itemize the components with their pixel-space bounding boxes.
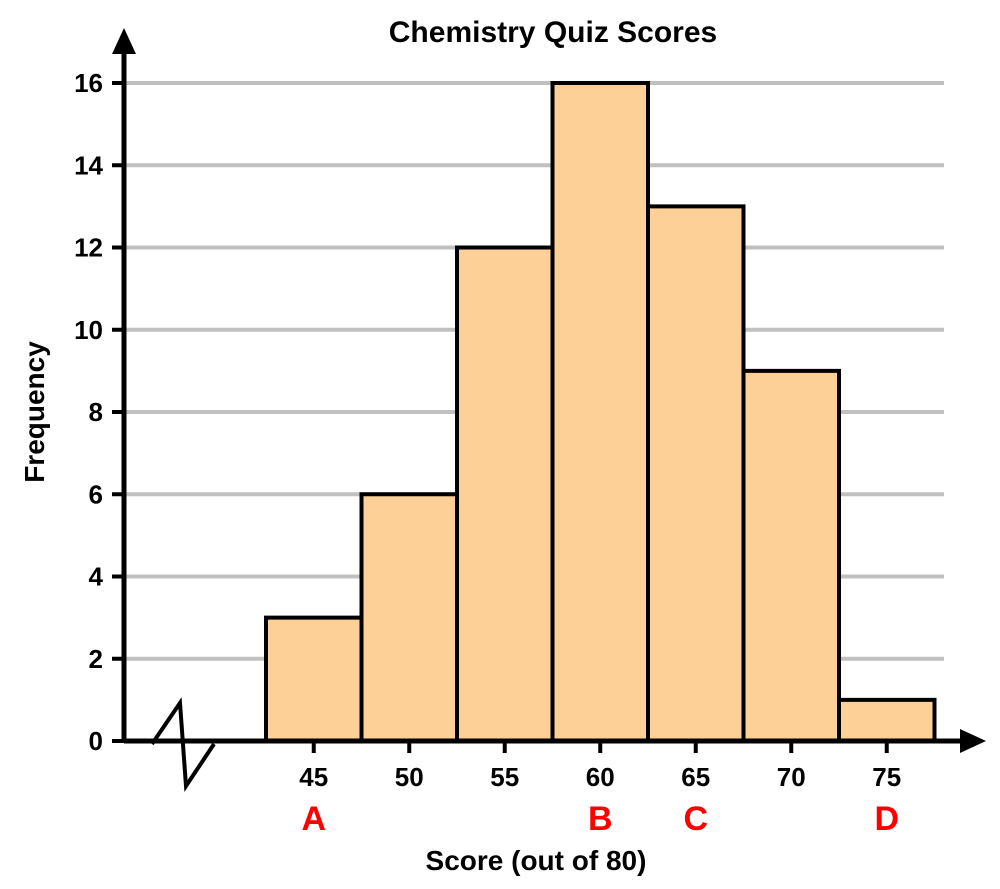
y-axis-title: Frequency [19,341,50,483]
x-tick-label: 65 [681,762,710,792]
x-tick-label: 75 [872,762,901,792]
bar [359,492,459,743]
y-axis-arrow-icon [112,28,136,54]
marker-label: D [874,800,899,838]
y-tick-label: 10 [74,315,103,345]
bar [741,368,841,743]
x-tick-label: 55 [490,762,519,792]
bars [264,81,937,743]
axis-break-icon [150,697,216,792]
x-tick-label: 60 [586,762,615,792]
y-tick-label: 0 [89,726,103,756]
y-tick-label: 6 [89,479,103,509]
y-tick-label: 4 [89,562,104,592]
x-ticks: 45 50 55 60 65 70 75 [299,741,901,792]
markers: A B C D [301,800,899,838]
x-tick-label: 45 [299,762,328,792]
y-tick-label: 16 [74,68,103,98]
y-ticks: 0 2 4 6 8 10 12 14 16 [74,68,124,756]
bar [550,81,650,743]
y-tick-label: 12 [74,233,103,263]
y-tick-label: 8 [89,397,103,427]
bar [455,245,555,743]
bar [646,204,746,743]
marker-label: C [683,800,708,838]
chart-title: Chemistry Quiz Scores [389,16,717,49]
x-axis-arrow-icon [960,729,986,753]
bar [837,697,937,743]
marker-label: B [588,800,613,838]
y-tick-label: 14 [74,150,103,180]
x-tick-label: 70 [777,762,806,792]
x-axis-title: Score (out of 80) [426,845,647,876]
y-tick-label: 2 [89,644,103,674]
marker-label: A [301,800,326,838]
x-tick-label: 50 [395,762,424,792]
bar [264,615,364,743]
